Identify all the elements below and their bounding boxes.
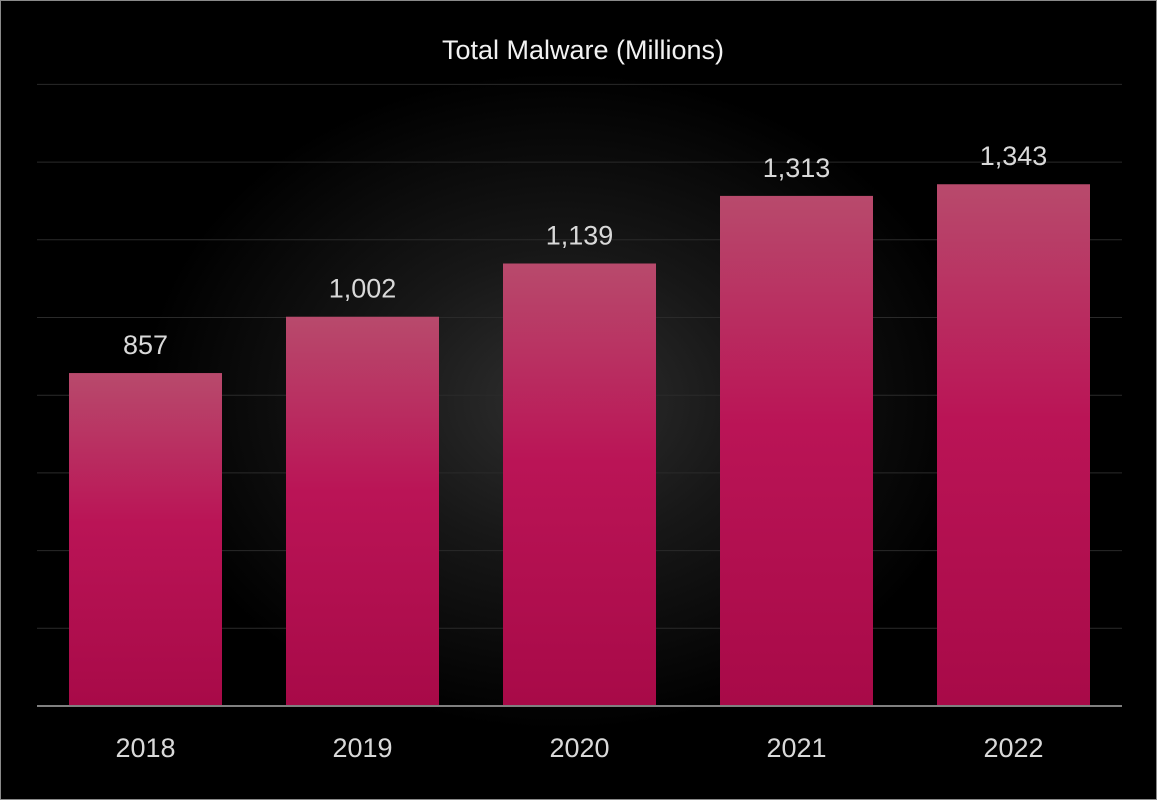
x-tick-label-2018: 2018 — [115, 733, 175, 763]
bars — [69, 184, 1090, 706]
bar-2022 — [937, 184, 1090, 706]
data-labels: 857 1,002 1,139 1,313 1,343 — [123, 141, 1047, 360]
x-tick-label-2020: 2020 — [549, 733, 609, 763]
bar-2019 — [286, 316, 439, 706]
category-labels: 2018 2019 2020 2021 2022 — [115, 733, 1043, 763]
x-tick-label-2022: 2022 — [983, 733, 1043, 763]
x-tick-label-2019: 2019 — [332, 733, 392, 763]
data-label-2021: 1,313 — [763, 153, 831, 183]
bar-2021 — [720, 195, 873, 706]
data-label-2018: 857 — [123, 330, 168, 360]
chart-title: Total Malware (Millions) — [442, 35, 724, 65]
data-label-2020: 1,139 — [546, 220, 614, 250]
data-label-2022: 1,343 — [980, 141, 1048, 171]
x-tick-label-2021: 2021 — [766, 733, 826, 763]
data-label-2019: 1,002 — [329, 274, 397, 304]
bar-2018 — [69, 373, 222, 706]
bar-2020 — [503, 263, 656, 706]
